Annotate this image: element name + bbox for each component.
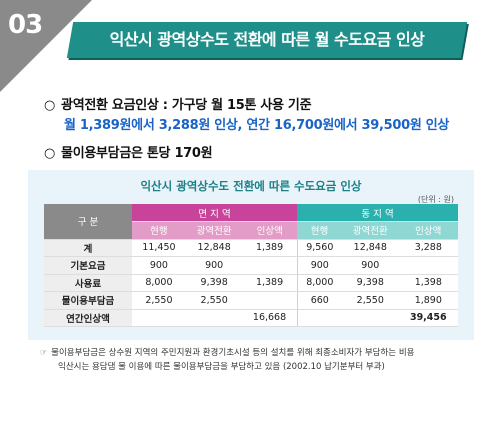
footnote-line-2: 익산시는 용담댐 물 이용에 따른 물이용부담금을 부담하고 있음 (2002.… (58, 362, 385, 372)
footnote-line-1: 물이용부담금은 상수원 지역의 주민지원과 환경기초시설 등의 설치를 위해 최… (51, 348, 415, 358)
table-title: 익산시 광역상수도 전환에 따른 수도요금 인상 (140, 179, 362, 193)
table-cell: 12,848 (185, 239, 243, 257)
table-cell: 900 (185, 256, 243, 275)
subheader-dong-current: 현행 (297, 221, 342, 240)
subheader-myeon-increase: 인상액 (242, 221, 298, 240)
table-cell: 9,398 (341, 274, 399, 292)
table-cell: 2,550 (185, 291, 243, 310)
footnote: ☞ 물이용부담금은 상수원 지역의 주민지원과 환경기초시설 등의 설치를 위해 … (40, 346, 480, 374)
table-cell: 8,000 (296, 274, 342, 292)
table-cell: 1,398 (398, 274, 458, 292)
bullet-1-text: 광역전환 요금인상 : 가구당 월 15톤 사용 기준 (61, 98, 312, 113)
table-cell: 9,560 (296, 239, 342, 257)
row-label: 연간인상액 (44, 309, 132, 327)
table-cell: 2,550 (132, 291, 186, 310)
header-gubun: 구 분 (44, 204, 132, 240)
row-label: 물이용부담금 (44, 291, 132, 310)
table-row: 계 11,450 12,848 1,389 9,560 12,848 3,288 (44, 239, 458, 257)
row-label: 계 (44, 239, 132, 257)
table-cell (296, 309, 342, 327)
table-row: 사용료 8,000 9,398 1,389 8,000 9,398 1,398 (44, 274, 458, 292)
bullet-1-detail: 월 1,389원에서 3,288원 인상, 연간 16,700원에서 39,50… (64, 118, 450, 133)
table-cell: 1,389 (242, 239, 298, 257)
table-cell: 2,550 (341, 291, 399, 310)
table-cell: 11,450 (132, 239, 186, 257)
table-cell: 1,389 (242, 274, 298, 292)
bullet-1-marker: ○ (44, 98, 56, 113)
table-cell: 1,890 (398, 291, 458, 310)
table-cell (185, 309, 243, 327)
table-cell (242, 291, 298, 310)
pointing-hand-icon: ☞ (40, 348, 48, 357)
fee-table: 구 분 면 지 역 동 지 역 현행 광역전환 인상액 현행 광역전환 인상액 … (44, 204, 458, 327)
table-cell (341, 309, 399, 327)
table-cell (132, 309, 186, 327)
title-banner-text: 익산시 광역상수도 전환에 따른 월 수도요금 인상 (109, 30, 425, 49)
subheader-myeon-current: 현행 (132, 221, 186, 240)
table-row: 물이용부담금 2,550 2,550 660 2,550 1,890 (44, 291, 458, 310)
bullet-2-marker: ○ (44, 146, 56, 161)
bullet-2-text: 물이용부담금은 톤당 170원 (61, 146, 213, 161)
table-cell: 3,288 (398, 239, 458, 257)
table-cell (398, 256, 458, 275)
table-cell: 900 (296, 256, 342, 275)
table-panel: 익산시 광역상수도 전환에 따른 수도요금 인상 (단위 : 원) 구 분 면 … (28, 170, 474, 340)
bullet-2: ○ 물이용부담금은 톤당 170원 (44, 142, 213, 161)
header-dong: 동 지 역 (297, 204, 458, 222)
table-cell: 660 (296, 291, 342, 310)
bullet-1: ○ 광역전환 요금인상 : 가구당 월 15톤 사용 기준 (44, 94, 312, 113)
table-cell: 39,456 (398, 309, 458, 327)
table-cell: 9,398 (185, 274, 243, 292)
table-cell: 8,000 (132, 274, 186, 292)
table-row: 연간인상액 16,668 39,456 (44, 309, 458, 327)
table-cell: 16,668 (242, 309, 298, 327)
table-cell: 900 (341, 256, 399, 275)
table-row: 기본요금 900 900 900 900 (44, 256, 458, 275)
subheader-dong-converted: 광역전환 (341, 221, 399, 240)
header-myeon: 면 지 역 (132, 204, 298, 222)
subheader-myeon-converted: 광역전환 (185, 221, 243, 240)
table-unit: (단위 : 원) (417, 195, 454, 204)
row-label: 기본요금 (44, 256, 132, 275)
table-cell: 12,848 (341, 239, 399, 257)
table-cell (242, 256, 298, 275)
subheader-dong-increase: 인상액 (398, 221, 458, 240)
section-number: 03 (8, 10, 43, 40)
table-cell: 900 (132, 256, 186, 275)
row-label: 사용료 (44, 274, 132, 292)
